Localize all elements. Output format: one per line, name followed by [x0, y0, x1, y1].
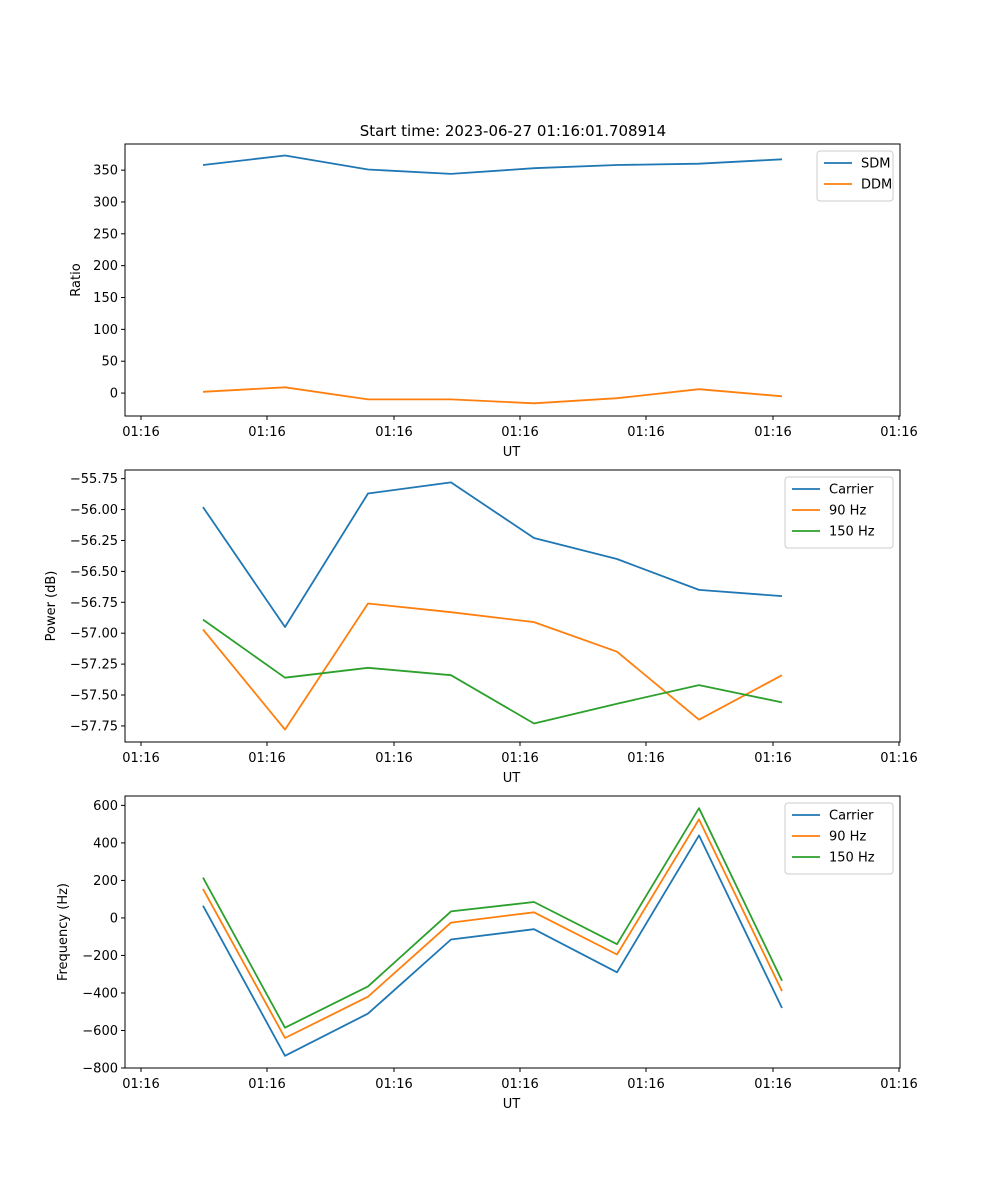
x-tick-label: 01:16: [248, 1077, 285, 1092]
y-tick-label: −56.50: [70, 565, 118, 580]
legend-label: 150 Hz: [829, 851, 875, 866]
series-line-90-hz: [202, 602, 783, 731]
x-tick-label: 01:16: [375, 751, 412, 766]
y-tick-label: 100: [93, 323, 118, 338]
y-tick-label: −57.75: [70, 719, 118, 734]
series-line-carrier: [202, 834, 783, 1057]
axes-frame: [124, 469, 901, 743]
x-tick-label: 01:16: [754, 1077, 791, 1092]
x-tick-label: 01:16: [501, 1077, 538, 1092]
y-tick-label: −400: [82, 986, 118, 1001]
y-tick-label: 400: [93, 836, 118, 851]
legend-label: 90 Hz: [829, 504, 866, 519]
series-line-150-hz: [202, 807, 783, 1029]
panel-1: 01:16 01:16 01:16 01:16 01:16 01:16 01:16 0 50 10…: [69, 143, 918, 460]
series-line-90-hz: [202, 818, 783, 1039]
y-tick-label: 200: [93, 874, 118, 889]
panel-3: 01:16 01:16 01:16 01:16 01:16 01:16 01:16 −800 −…: [56, 795, 918, 1112]
y-tick-label: −800: [82, 1062, 118, 1077]
y-tick-label: −56.25: [70, 534, 118, 549]
legend-label: DDM: [861, 178, 892, 193]
legend-label: Carrier: [829, 483, 874, 498]
x-tick-label: 01:16: [375, 1077, 412, 1092]
series-line-150-hz: [202, 618, 783, 725]
legend-label: 90 Hz: [829, 830, 866, 845]
x-axis-label: UT: [503, 771, 521, 786]
y-tick-label: −56.00: [70, 503, 118, 518]
y-tick-label: −200: [82, 949, 118, 964]
series-line-carrier: [202, 481, 783, 628]
x-tick-label: 01:16: [627, 751, 664, 766]
x-tick-label: 01:16: [754, 751, 791, 766]
legend: Carrier 90 Hz 150 Hz: [784, 476, 894, 549]
x-tick-label: 01:16: [501, 425, 538, 440]
y-tick-label: −57.50: [70, 689, 118, 704]
x-tick-label: 01:16: [122, 425, 159, 440]
axes-frame: [124, 795, 901, 1069]
y-tick-label: 0: [110, 387, 118, 402]
panel-2: 01:16 01:16 01:16 01:16 01:16 01:16 01:16 −57.7…: [44, 469, 918, 786]
x-tick-label: 01:16: [627, 425, 664, 440]
legend-label: Carrier: [829, 809, 874, 824]
legend: SDM DDM: [816, 150, 894, 202]
y-tick-label: 150: [93, 291, 118, 306]
y-axis-label: Ratio: [69, 263, 84, 296]
x-tick-label: 01:16: [880, 1077, 917, 1092]
y-tick-label: −600: [82, 1024, 118, 1039]
legend-label: 150 Hz: [829, 525, 875, 540]
legend: Carrier 90 Hz 150 Hz: [784, 802, 894, 875]
y-tick-label: 0: [110, 911, 118, 926]
x-tick-label: 01:16: [880, 751, 917, 766]
x-tick-label: 01:16: [122, 751, 159, 766]
y-tick-label: 250: [93, 227, 118, 242]
x-tick-label: 01:16: [627, 1077, 664, 1092]
y-tick-label: −55.75: [70, 472, 118, 487]
x-tick-label: 01:16: [375, 425, 412, 440]
y-tick-label: −57.25: [70, 658, 118, 673]
series-line-sdm: [202, 154, 783, 175]
x-tick-label: 01:16: [248, 425, 285, 440]
y-tick-label: −56.75: [70, 596, 118, 611]
y-tick-label: −57.00: [70, 627, 118, 642]
x-tick-label: 01:16: [754, 425, 791, 440]
y-axis-label: Frequency (Hz): [56, 883, 71, 981]
series-line-ddm: [202, 386, 783, 405]
chart-title: Start time: 2023-06-27 01:16:01.708914: [360, 122, 666, 140]
x-tick-label: 01:16: [880, 425, 917, 440]
y-tick-label: 200: [93, 259, 118, 274]
y-tick-label: 350: [93, 164, 118, 179]
y-tick-label: 300: [93, 195, 118, 210]
x-axis-label: UT: [503, 445, 521, 460]
x-axis-label: UT: [503, 1097, 521, 1112]
x-tick-label: 01:16: [122, 1077, 159, 1092]
x-tick-label: 01:16: [248, 751, 285, 766]
axes-frame: [124, 143, 901, 417]
legend-label: SDM: [861, 157, 890, 172]
x-tick-label: 01:16: [501, 751, 538, 766]
y-tick-label: 50: [101, 355, 118, 370]
y-axis-label: Power (dB): [44, 571, 59, 642]
y-tick-label: 600: [93, 799, 118, 814]
